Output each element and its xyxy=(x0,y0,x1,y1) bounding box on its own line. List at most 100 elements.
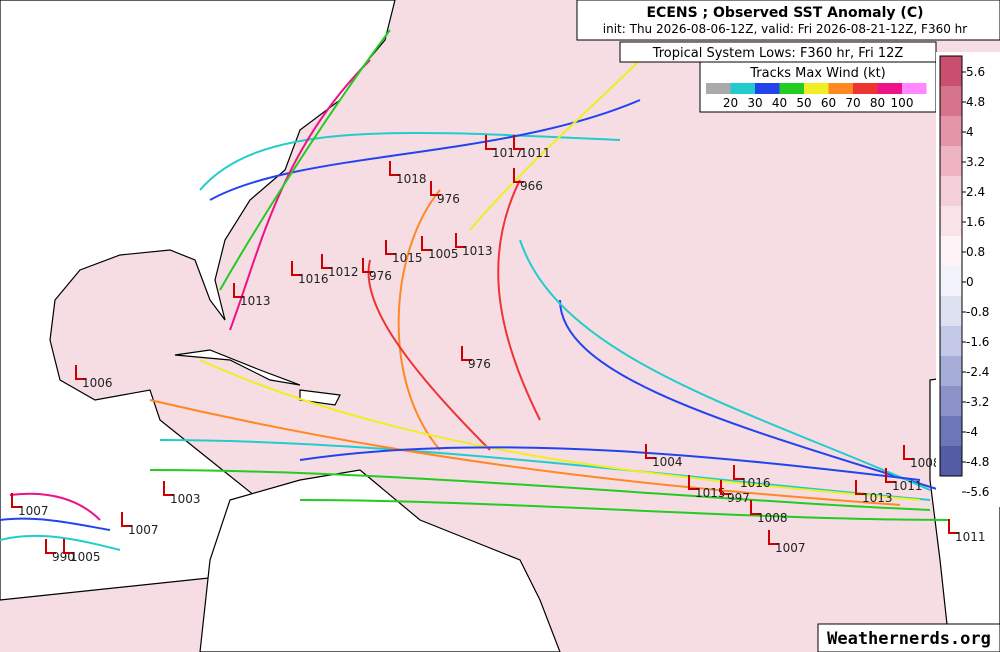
track xyxy=(0,517,111,531)
colorbar-label: 3.2 xyxy=(966,155,985,169)
low-marker xyxy=(513,135,524,150)
low-marker xyxy=(903,445,914,460)
wind-label: 30 xyxy=(747,96,762,110)
low-marker xyxy=(430,181,441,196)
low-marker xyxy=(291,261,302,276)
low-pressure: 1003 xyxy=(170,492,201,506)
low-marker xyxy=(63,539,74,554)
track xyxy=(209,99,641,201)
colorbar-cell xyxy=(940,236,962,266)
low-marker xyxy=(233,283,244,298)
wind-swatch xyxy=(828,83,853,94)
low-marker xyxy=(948,519,959,534)
low-pressure: 1008 xyxy=(910,456,941,470)
colorbar-label: 1.6 xyxy=(966,215,985,229)
colorbar-label: 0.8 xyxy=(966,245,985,259)
track xyxy=(0,534,121,551)
wind-swatch xyxy=(706,83,731,94)
low-marker xyxy=(389,161,400,176)
colorbar-cell xyxy=(940,56,962,86)
track xyxy=(367,259,491,451)
low-pressure: 1007 xyxy=(775,541,806,555)
low-marker xyxy=(688,475,699,490)
track xyxy=(469,59,641,231)
low-pressure: 1011 xyxy=(955,530,986,544)
low-pressure: 1004 xyxy=(652,455,683,469)
colorbar-cell xyxy=(940,206,962,236)
colorbar-label: -5.6 xyxy=(966,485,989,499)
low-marker xyxy=(11,493,22,508)
wind-swatch xyxy=(730,83,755,94)
low-marker xyxy=(75,365,86,380)
track xyxy=(149,399,901,506)
wind-swatch xyxy=(877,83,902,94)
low-pressure: 1005 xyxy=(428,247,459,261)
low-pressure: 1016 xyxy=(298,272,329,286)
colorbar-label: -0.8 xyxy=(966,305,989,319)
wind-label: 100 xyxy=(891,96,914,110)
wind-label: 80 xyxy=(870,96,885,110)
low-marker xyxy=(645,444,656,459)
low-pressure: 1013 xyxy=(462,244,493,258)
track xyxy=(159,439,931,501)
colorbar-label: -2.4 xyxy=(966,365,989,379)
track xyxy=(299,499,951,521)
low-pressure: 1006 xyxy=(82,376,113,390)
low-marker xyxy=(885,468,896,483)
low-pressure: 1015 xyxy=(392,251,423,265)
header-box: ECENS ; Observed SST Anomaly (C) init: T… xyxy=(576,0,1000,113)
watermark-bg xyxy=(817,623,1000,652)
low-pressure: 1018 xyxy=(396,172,427,186)
low-pressure: 1012 xyxy=(328,265,359,279)
title: ECENS ; Observed SST Anomaly (C) xyxy=(646,5,923,21)
track xyxy=(199,131,621,191)
low-marker xyxy=(385,240,396,255)
low-marker xyxy=(321,254,332,269)
colorbar-label: -1.6 xyxy=(966,335,989,349)
wind-label: 60 xyxy=(821,96,836,110)
colorbar-label: 4.8 xyxy=(966,95,985,109)
low-marker xyxy=(720,480,731,495)
low-marker xyxy=(768,530,779,545)
track xyxy=(497,179,541,421)
wind-label: 50 xyxy=(796,96,811,110)
wind-swatch xyxy=(755,83,780,94)
low-pressure: 1016 xyxy=(740,476,771,490)
low-marker xyxy=(421,236,432,251)
low-pressure: 1011 xyxy=(892,479,923,493)
low-pressure: 966 xyxy=(520,179,543,193)
wind-legend: 20 30 40 50 60 70 80 100 xyxy=(706,83,927,110)
low-marker xyxy=(485,135,496,150)
wind-legend-title: Tracks Max Wind (kt) xyxy=(749,66,886,81)
low-pressure: 1013 xyxy=(862,491,893,505)
colorbar-label: -4.8 xyxy=(966,455,989,469)
low-marker xyxy=(513,168,524,183)
tracks xyxy=(0,29,951,551)
low-pressure: 1005 xyxy=(70,550,101,564)
colorbar-cell xyxy=(940,356,962,386)
lows-title: Tropical System Lows: F360 hr, Fri 12Z xyxy=(652,46,904,61)
track xyxy=(299,446,921,481)
wind-swatch xyxy=(902,83,927,94)
wind-label: 40 xyxy=(772,96,787,110)
low-pressure: 976 xyxy=(369,269,392,283)
wind-label: 70 xyxy=(845,96,860,110)
colorbar-cell xyxy=(940,296,962,326)
colorbar-cell xyxy=(940,116,962,146)
track xyxy=(397,189,441,451)
colorbar: 5.6 4.8 4 3.2 2.4 1.6 0.8 0 -0.8 -1.6 -2.4 -3.2 -4 -4… xyxy=(936,52,1000,507)
colorbar-cell xyxy=(940,386,962,416)
colorbar-label: 2.4 xyxy=(966,185,985,199)
wind-swatch xyxy=(804,83,829,94)
colorbar-cell xyxy=(940,326,962,356)
watermark: Weathernerds.org xyxy=(827,629,991,649)
wind-swatch xyxy=(853,83,878,94)
wind-swatch xyxy=(779,83,804,94)
header-bg xyxy=(576,0,1000,41)
colorbar-cell xyxy=(940,86,962,116)
init-line: init: Thu 2026-08-06-12Z, valid: Fri 202… xyxy=(603,22,968,36)
low-marker xyxy=(45,539,56,554)
